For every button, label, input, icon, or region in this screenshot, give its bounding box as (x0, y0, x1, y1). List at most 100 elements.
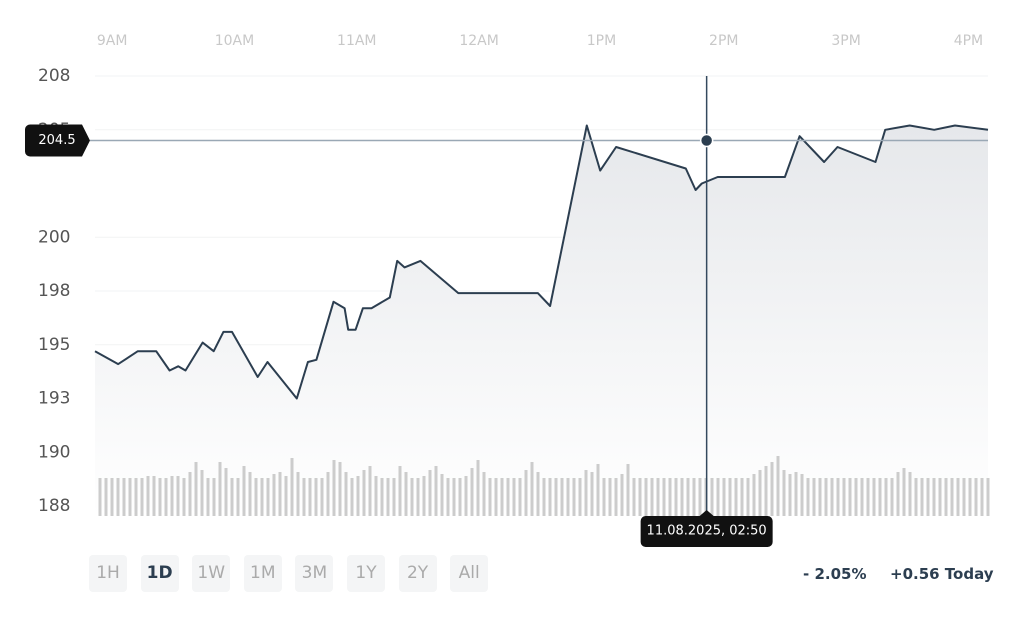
volume-bar (272, 474, 276, 516)
volume-bar (944, 478, 948, 516)
y-tick-label: 188 (38, 496, 70, 516)
x-tick-label: 9AM (97, 33, 128, 49)
volume-bar (446, 478, 450, 516)
volume-bar (632, 478, 636, 516)
volume-bar (350, 478, 354, 516)
volume-bar (386, 478, 390, 516)
volume-bar (932, 478, 936, 516)
volume-bar (296, 472, 300, 516)
volume-bar (566, 478, 570, 516)
volume-bar (482, 472, 486, 516)
y-tick-label: 195 (38, 335, 70, 355)
range-button[interactable]: 1H (89, 555, 127, 592)
volume-bar (836, 478, 840, 516)
volume-bar (740, 478, 744, 516)
volume-bar (662, 478, 666, 516)
x-tick-label: 10AM (215, 33, 254, 49)
volume-bar (974, 478, 978, 516)
volume-bar (266, 478, 270, 516)
volume-bar (284, 476, 288, 516)
crosshair-dot (699, 133, 714, 148)
volume-bar (638, 478, 642, 516)
volume-bar (134, 478, 138, 516)
x-tick-label: 4PM (954, 33, 983, 49)
volume-bar (434, 466, 438, 516)
volume-bar (248, 472, 252, 516)
volume-bar (128, 478, 132, 516)
volume-bar (956, 478, 960, 516)
volume-bar (98, 478, 102, 516)
y-label-box (25, 124, 90, 157)
volume-bar (194, 462, 198, 516)
volume-bar (530, 462, 534, 516)
volume-bar (746, 478, 750, 516)
volume-bar (170, 476, 174, 516)
volume-bar (968, 478, 972, 516)
volume-bar (314, 478, 318, 516)
volume-bar (776, 456, 780, 516)
volume-bar (914, 478, 918, 516)
volume-bar (500, 478, 504, 516)
volume-bar (164, 478, 168, 516)
y-tick-label: 200 (38, 227, 70, 247)
volume-bar (404, 472, 408, 516)
volume-bar (392, 478, 396, 516)
volume-bar (116, 478, 120, 516)
volume-bar (950, 478, 954, 516)
volume-bar (122, 478, 126, 516)
volume-bar (470, 468, 474, 516)
volume-bar (332, 460, 336, 516)
range-button[interactable]: 1W (192, 555, 231, 592)
range-button[interactable]: 1D (140, 555, 179, 592)
volume-bar (728, 478, 732, 516)
volume-bar (380, 478, 384, 516)
volume-bar (890, 478, 894, 516)
range-button[interactable]: 2Y (398, 555, 437, 592)
volume-bar (548, 478, 552, 516)
volume-bar (896, 472, 900, 516)
volume-bar (230, 478, 234, 516)
volume-bar (782, 470, 786, 516)
volume-bar (614, 478, 618, 516)
volume-bar (596, 464, 600, 516)
range-button[interactable]: 1Y (347, 555, 385, 592)
volume-bar (410, 478, 414, 516)
y-tick-label: 208 (38, 66, 70, 86)
volume-bar (812, 478, 816, 516)
volume-bar (806, 478, 810, 516)
volume-bar (770, 462, 774, 516)
volume-bar (686, 478, 690, 516)
price-line (94, 124, 989, 400)
volume-bar (320, 478, 324, 516)
volume-bar (818, 478, 822, 516)
y-tick-label: 190 (38, 442, 70, 462)
volume-bar (398, 466, 402, 516)
volume-bar (146, 476, 150, 516)
volume-bar (110, 478, 114, 516)
volume-bar (734, 478, 738, 516)
volume-bar (842, 478, 846, 516)
volume-bar (158, 478, 162, 516)
volume-bar (884, 478, 888, 516)
volume-bar (182, 478, 186, 516)
x-label-box (640, 510, 773, 547)
volume-bar (650, 478, 654, 516)
volume-bar (620, 474, 624, 516)
change-percent: - 2.05% (803, 565, 867, 583)
volume-bar (866, 478, 870, 516)
range-button[interactable]: 3M (295, 555, 334, 592)
volume-bar (794, 472, 798, 516)
range-button[interactable]: All (450, 555, 489, 592)
volume-bar (680, 478, 684, 516)
volume-bar (308, 478, 312, 516)
volume-bar (494, 478, 498, 516)
volume-bar (176, 476, 180, 516)
volume-bar (278, 472, 282, 516)
volume-bar (356, 476, 360, 516)
y-crosshair-label: 204.5 (38, 133, 75, 148)
volume-bar (872, 478, 876, 516)
volume-bar (980, 478, 984, 516)
range-button[interactable]: 1M (243, 555, 282, 592)
volume-bar (152, 476, 156, 516)
volume-bar (578, 478, 582, 516)
